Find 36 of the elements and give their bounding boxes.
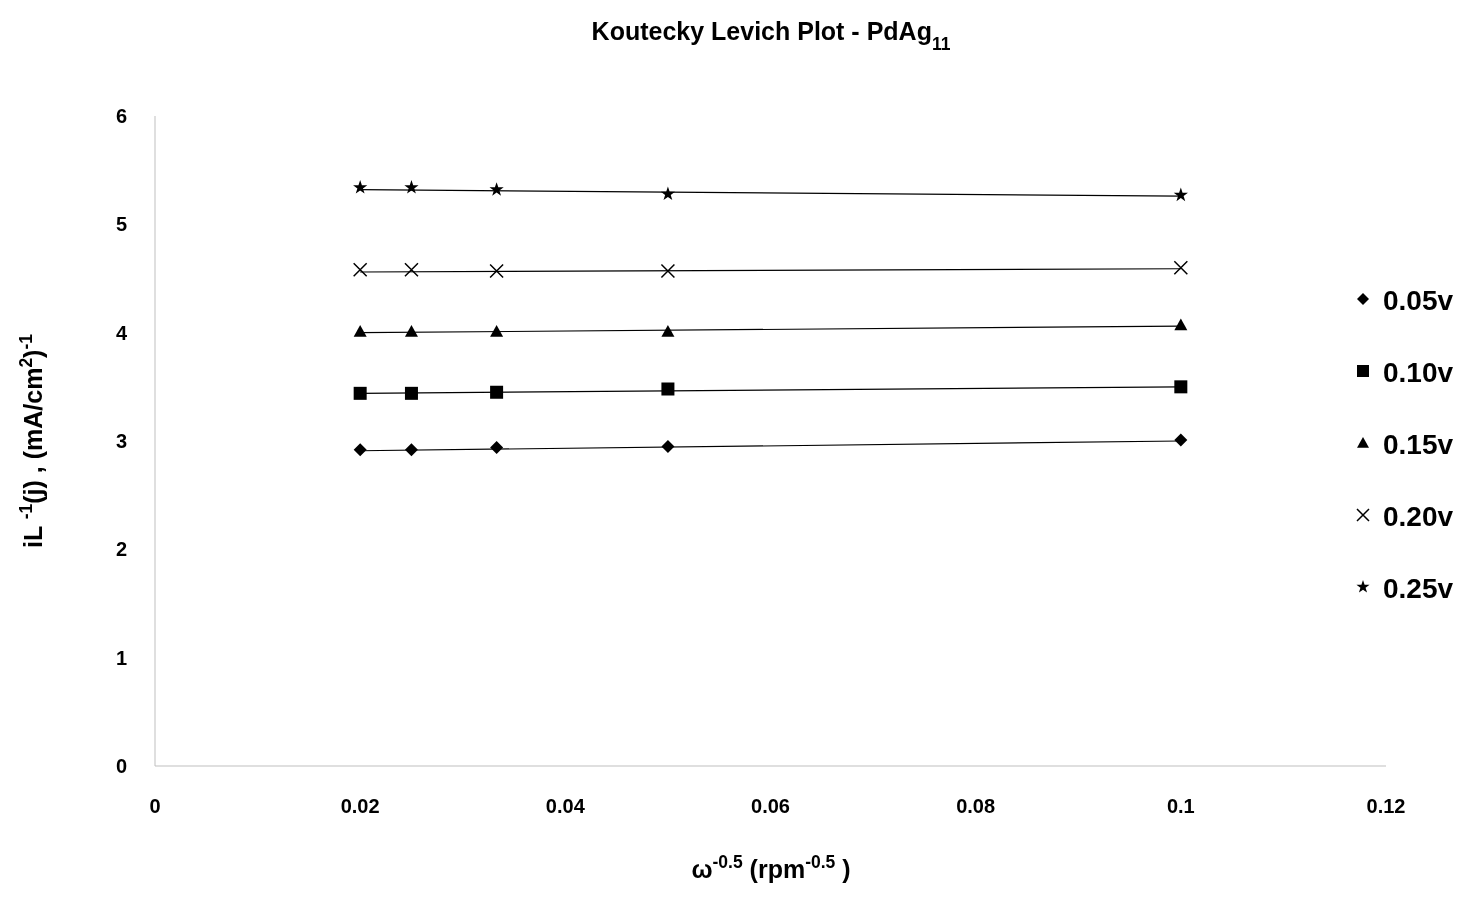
point (490, 385, 504, 399)
point (661, 325, 675, 337)
point (353, 443, 367, 457)
x-tick-label: 0.1 (1166, 795, 1195, 817)
point (352, 262, 368, 278)
y-tick-label: 4 (115, 321, 128, 344)
x-tick-label: 0.04 (545, 795, 586, 817)
y-tick-label: 1 (115, 646, 127, 669)
y-tick-label: 2 (115, 538, 127, 561)
point (353, 325, 367, 337)
point (489, 263, 504, 279)
legend-label: 0.25v (1383, 573, 1454, 604)
point (1174, 380, 1188, 394)
point (404, 262, 419, 278)
chart-title: Koutecky Levich Plot - PdAg$_{11}$ (591, 17, 951, 54)
x-axis-title: ω$^{-0.5}$ (rpm$^{-0.5}$ ) (691, 852, 851, 883)
y-tick-label: 5 (115, 213, 127, 236)
legend-label: 0.20v (1383, 501, 1454, 532)
y-tick-label: 6 (115, 105, 127, 127)
point (1173, 260, 1189, 275)
legend-label: 0.05v (1383, 285, 1454, 316)
point (353, 386, 367, 400)
y-tick-label: 0 (115, 755, 127, 777)
x-tick-label: 0.12 (1366, 795, 1406, 817)
legend-label: 0.10v (1383, 357, 1454, 388)
x-tick-label: 0.06 (751, 795, 790, 817)
point (489, 182, 504, 196)
x-tick-label: 0 (149, 795, 161, 817)
point (660, 263, 676, 279)
point (353, 180, 368, 194)
x-tick-label: 0.08 (956, 795, 996, 817)
x-tick-label: 0.02 (340, 795, 380, 817)
point (404, 325, 418, 337)
legend-label: 0.15v (1383, 429, 1454, 460)
y-tick-label: 3 (115, 430, 127, 452)
point (490, 325, 504, 337)
